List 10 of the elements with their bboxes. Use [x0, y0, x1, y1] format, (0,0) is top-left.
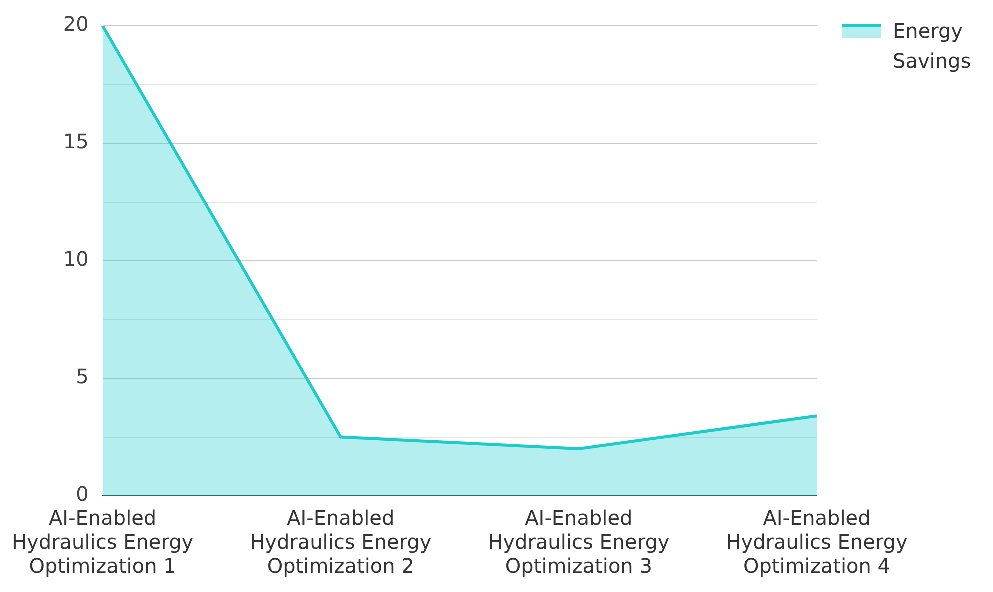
- x-tick-label: AI-Enabled Hydraulics Energy Optimization 3: [488, 506, 670, 578]
- y-tick-label: 15: [63, 130, 89, 154]
- y-tick-label: 0: [76, 482, 89, 506]
- x-tick-label: AI-Enabled Hydraulics Energy Optimization 4: [726, 506, 908, 578]
- y-tick-label: 5: [76, 364, 89, 389]
- legend-label: Energy Savings: [893, 18, 972, 75]
- y-tick-label: 20: [63, 12, 89, 36]
- y-tick-label: 10: [63, 247, 89, 272]
- x-tick-label: AI-Enabled Hydraulics Energy Optimization 1: [12, 506, 194, 578]
- x-tick-label: AI-Enabled Hydraulics Energy Optimization 2: [250, 506, 432, 578]
